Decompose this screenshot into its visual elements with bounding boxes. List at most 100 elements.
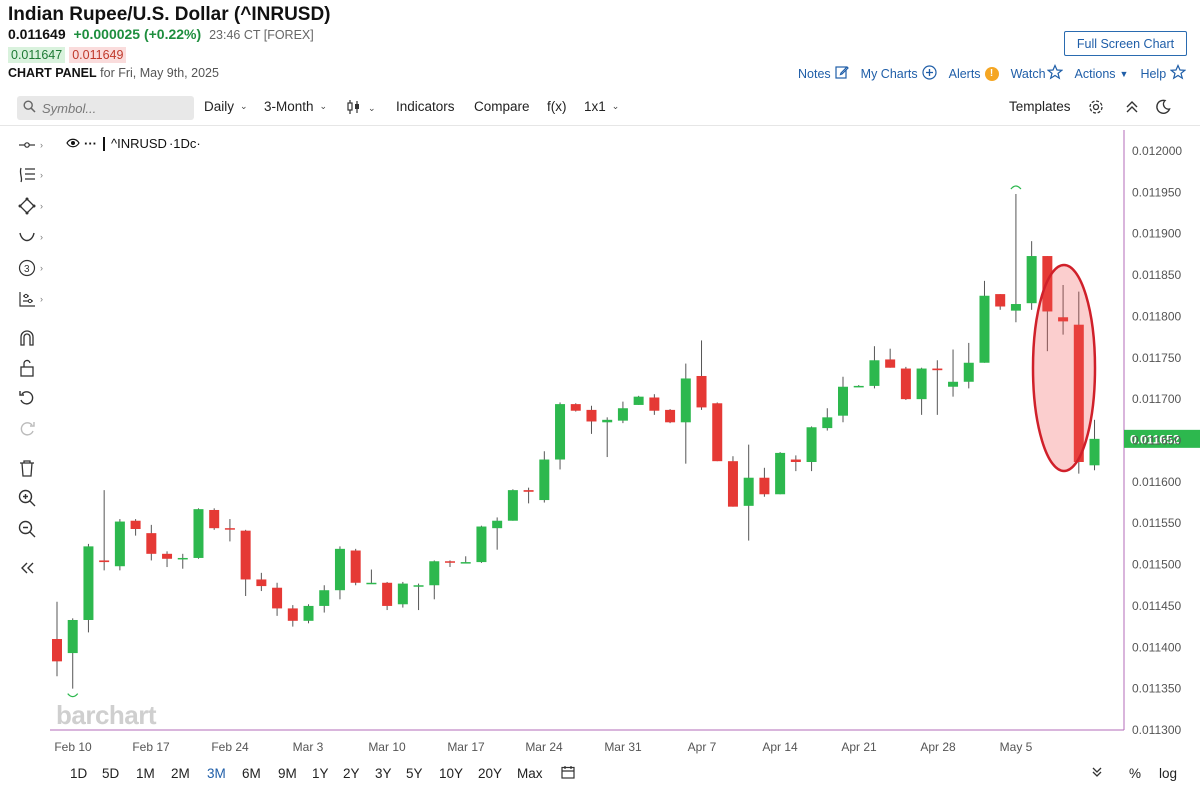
- compare-button[interactable]: Compare: [474, 99, 530, 114]
- candle-up: [602, 419, 613, 423]
- range-6m[interactable]: 6M: [242, 766, 261, 781]
- range-3m[interactable]: 3M: [207, 766, 226, 781]
- candle-up: [838, 386, 848, 416]
- my-charts-link[interactable]: My Charts: [861, 64, 937, 83]
- pattern-tool-icon[interactable]: 3 ›: [18, 257, 50, 279]
- measure-tool-icon[interactable]: ›: [18, 288, 50, 310]
- candle-down: [445, 561, 455, 563]
- bid-price: 0.011647: [8, 47, 66, 63]
- undo-icon[interactable]: [18, 387, 50, 409]
- range-5y[interactable]: 5Y: [406, 766, 423, 781]
- zoom-out-icon[interactable]: [18, 518, 50, 540]
- candle-down: [790, 459, 801, 463]
- candle-down: [130, 520, 141, 530]
- range-1y[interactable]: 1Y: [312, 766, 329, 781]
- range-bar: % log 1D 5D 1M 2M 3M 6M 9M 1Y 2Y 3Y 5Y 10Y 20Y Max: [0, 762, 1200, 786]
- eye-icon[interactable]: [66, 137, 80, 151]
- trash-icon[interactable]: [18, 457, 50, 479]
- candle-down: [900, 368, 911, 400]
- chart-links: Notes My Charts Alerts ! Watch Actions ▼: [798, 64, 1187, 83]
- candle-up: [429, 561, 440, 586]
- range-1d[interactable]: 1D: [70, 766, 88, 781]
- line-tool-icon[interactable]: ›: [18, 134, 50, 156]
- settings-icon[interactable]: [1088, 99, 1104, 118]
- help-link[interactable]: Help: [1140, 64, 1187, 83]
- chevron-down-icon: ⌄: [319, 101, 328, 111]
- chart-legend: ··· ^INRUSD ·1Dc·: [66, 136, 201, 151]
- indicators-button[interactable]: Indicators: [396, 99, 455, 114]
- dark-mode-icon[interactable]: [1155, 99, 1171, 118]
- last-price: 0.011649: [8, 26, 66, 42]
- symbol-search-input[interactable]: Symbol...: [17, 96, 194, 120]
- fx-button[interactable]: f(x): [547, 99, 567, 114]
- collapse-left-icon[interactable]: [18, 557, 50, 579]
- chevron-down-icon: ⌄: [368, 103, 376, 113]
- period-select[interactable]: Daily ⌄: [204, 99, 248, 114]
- expand-down-icon[interactable]: [1091, 766, 1103, 781]
- redo-icon[interactable]: [18, 418, 50, 440]
- curve-tool-icon[interactable]: ›: [18, 226, 50, 248]
- candle-down: [1073, 324, 1084, 463]
- chart-type-select[interactable]: ⌄: [346, 99, 376, 118]
- shape-tool-icon[interactable]: ›: [18, 195, 50, 217]
- range-3y[interactable]: 3Y: [375, 766, 392, 781]
- notes-link[interactable]: Notes: [798, 65, 849, 82]
- price-tick-label: 0.011900: [1132, 227, 1181, 241]
- date-tick-label: Apr 14: [762, 740, 798, 754]
- range-select[interactable]: 3-Month ⌄: [264, 99, 327, 114]
- range-2m[interactable]: 2M: [171, 766, 190, 781]
- help-icon: [1169, 64, 1187, 83]
- price-tick-label: 0.011650: [1132, 434, 1181, 448]
- candle-down: [995, 294, 1006, 307]
- range-max[interactable]: Max: [517, 766, 543, 781]
- candle-up: [1026, 256, 1037, 304]
- swing-high-marker: [1010, 185, 1022, 190]
- range-10y[interactable]: 10Y: [439, 766, 464, 781]
- fib-tool-icon[interactable]: ›: [18, 164, 50, 186]
- chart-panel-label: CHART PANEL: [8, 66, 97, 80]
- range-9m[interactable]: 9M: [278, 766, 297, 781]
- actions-menu[interactable]: Actions ▼: [1075, 67, 1129, 81]
- alerts-link[interactable]: Alerts !: [949, 66, 999, 81]
- date-tick-label: Mar 10: [368, 740, 406, 754]
- candle-up: [1010, 304, 1021, 311]
- watch-link[interactable]: Watch: [1011, 64, 1063, 83]
- zoom-in-icon[interactable]: [18, 487, 50, 509]
- collapse-up-icon[interactable]: [1124, 99, 1140, 118]
- percent-toggle[interactable]: %: [1129, 766, 1142, 781]
- range-20y[interactable]: 20Y: [478, 766, 503, 781]
- more-icon[interactable]: ···: [84, 136, 97, 151]
- unlock-icon[interactable]: [18, 357, 50, 379]
- candle-up: [67, 619, 78, 654]
- range-1m[interactable]: 1M: [136, 766, 155, 781]
- date-tick-label: Mar 24: [525, 740, 563, 754]
- candle-up: [948, 381, 959, 387]
- chart-panel-date: for Fri, May 9th, 2025: [100, 66, 219, 80]
- time-axis: Feb 10 Feb 17 Feb 24 Mar 3 Mar 10 Mar 17 Mar 2…: [54, 740, 1032, 754]
- candle-up: [507, 490, 518, 521]
- candle-down: [209, 509, 220, 529]
- range-5d[interactable]: 5D: [102, 766, 120, 781]
- alert-icon: !: [984, 66, 999, 81]
- layout-select[interactable]: 1x1 ⌄: [584, 99, 619, 114]
- edit-icon: [835, 65, 849, 82]
- log-toggle[interactable]: log: [1159, 766, 1178, 781]
- candle-up: [114, 521, 125, 567]
- candle-down: [523, 490, 534, 492]
- magnet-icon[interactable]: [18, 327, 50, 349]
- candle-up: [492, 520, 503, 529]
- compare-label: Compare: [474, 99, 530, 114]
- candle-down: [256, 579, 267, 587]
- templates-button[interactable]: Templates: [1009, 99, 1071, 114]
- candle-up: [743, 477, 754, 506]
- range-2y[interactable]: 2Y: [343, 766, 360, 781]
- calendar-icon[interactable]: [561, 765, 575, 782]
- price-chart[interactable]: 0.011652 0.012000 0.011950 0.011900 0.01185…: [50, 130, 1200, 758]
- candle-down: [272, 587, 283, 609]
- price-tick-label: 0.012000: [1132, 144, 1182, 158]
- candle-up: [83, 546, 94, 620]
- full-screen-chart-button[interactable]: Full Screen Chart: [1064, 31, 1187, 56]
- chart-panel-title: CHART PANEL for Fri, May 9th, 2025: [8, 66, 219, 80]
- candle-up: [193, 509, 204, 558]
- fx-label: f(x): [547, 99, 567, 114]
